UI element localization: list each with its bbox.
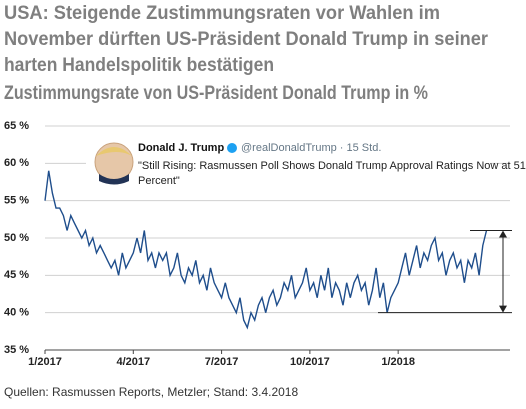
x-tick-label: 7/2017	[205, 356, 239, 368]
x-tick-label: 1/2017	[28, 356, 62, 368]
tweet-handle: @realDonaldTrump · 15 Std.	[241, 142, 381, 154]
y-tick-label: 60 %	[4, 157, 29, 169]
title-line: USA: Steigende Zustimmungsraten vor Wahl…	[4, 3, 440, 24]
x-tick-label: 10/2017	[290, 356, 330, 368]
tweet-name: Donald J. Trump	[138, 142, 224, 154]
line	[44, 170, 488, 330]
arrow-head	[499, 305, 507, 313]
source: Quellen: Rasmussen Reports, Metzler; Sta…	[4, 385, 298, 399]
x-tick-label: 4/2017	[116, 356, 150, 368]
title-line: November dürften US-Präsident Donald Tru…	[4, 29, 489, 50]
y-tick-label: 55 %	[4, 195, 29, 207]
arrow-head	[499, 230, 507, 238]
tweet-text: "Still Rising: Rasmussen Poll Shows Dona…	[138, 160, 526, 172]
title-line: harten Handelspolitik bestätigen	[4, 55, 274, 76]
subtitle: Zustimmungsrate von US-Präsident Donald …	[4, 83, 428, 104]
avatar-suit	[99, 174, 129, 185]
y-tick-label: 35 %	[4, 344, 29, 356]
tweet-text: Percent"	[138, 175, 180, 187]
y-tick-label: 45 %	[4, 269, 29, 281]
y-tick-label: 65 %	[4, 120, 29, 132]
y-tick-label: 40 %	[4, 307, 29, 319]
verified	[227, 143, 237, 153]
y-tick-label: 50 %	[4, 232, 29, 244]
tweet-box	[86, 137, 490, 195]
avatar-hair	[96, 147, 132, 156]
x-tick-label: 1/2018	[381, 356, 415, 368]
